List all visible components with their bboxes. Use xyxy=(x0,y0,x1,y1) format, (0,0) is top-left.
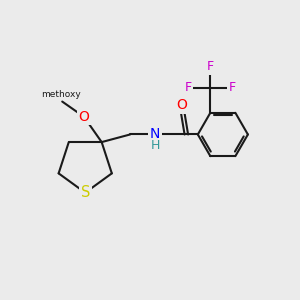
Text: S: S xyxy=(80,185,90,200)
Text: methoxy: methoxy xyxy=(41,90,81,99)
Text: N: N xyxy=(150,128,160,142)
Text: H: H xyxy=(150,139,160,152)
Text: O: O xyxy=(176,98,188,112)
Text: F: F xyxy=(229,81,236,94)
Text: F: F xyxy=(185,81,192,94)
Text: F: F xyxy=(207,60,214,73)
Text: O: O xyxy=(79,110,89,124)
